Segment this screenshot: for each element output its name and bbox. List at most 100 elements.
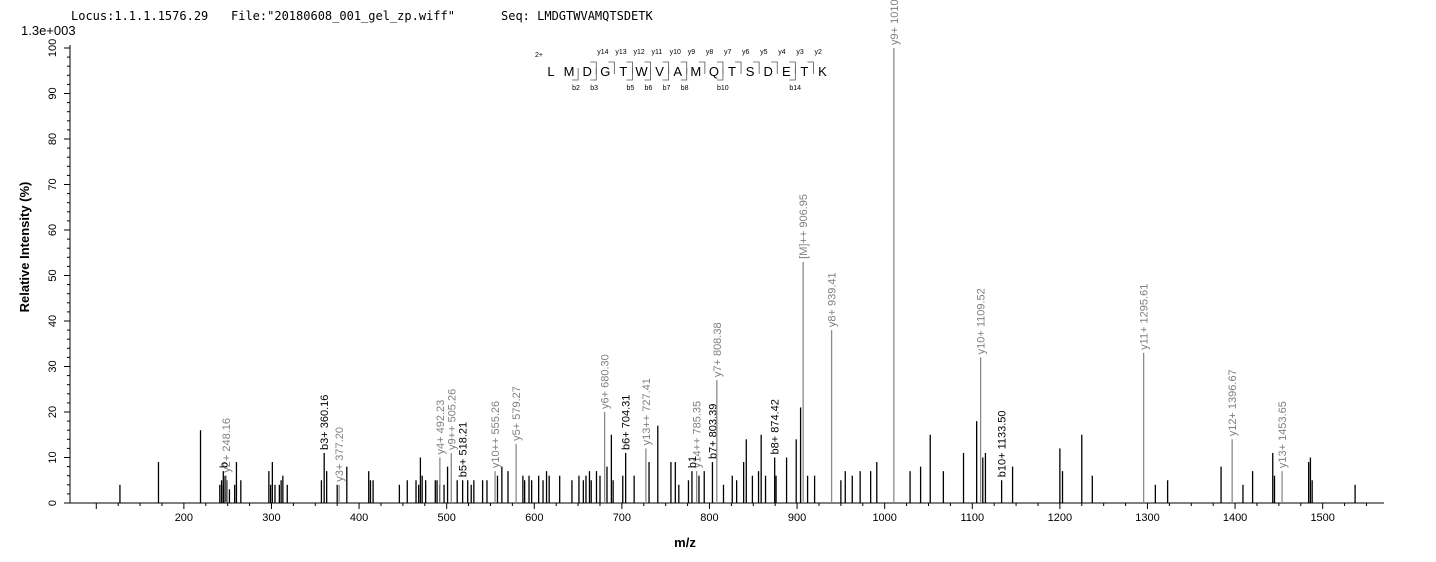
- peak-label: y10++ 555.26: [490, 401, 502, 468]
- y-ion-label: y13: [615, 49, 626, 56]
- b-ion-label: b6: [645, 85, 653, 92]
- residue-letter: Q: [709, 64, 719, 79]
- y-ion-label: y8: [706, 49, 714, 56]
- x-tick-label: 900: [788, 512, 806, 524]
- residue-letter: M: [690, 64, 701, 79]
- residue-letter: V: [655, 64, 664, 79]
- peak-label: y9++ 505.26: [446, 389, 458, 450]
- b-ion-bracket: [590, 68, 597, 81]
- y-ion-label: y3: [796, 49, 804, 56]
- residue-letter: K: [818, 64, 827, 79]
- peak-label: y4+ 492.23: [435, 400, 447, 455]
- b-ion-bracket: [789, 68, 796, 81]
- y-ion-label: y12: [633, 49, 644, 56]
- residue-letter: D: [583, 64, 592, 79]
- b-ion-bracket: [716, 68, 724, 81]
- x-tick-label: 700: [613, 512, 631, 524]
- y-ion-bracket: [608, 61, 615, 74]
- x-tick-label: 400: [350, 512, 368, 524]
- peak-label: y6+ 680.30: [600, 354, 612, 409]
- x-tick-label: 1200: [1048, 512, 1072, 524]
- peak-label: y14++ 785.35: [692, 401, 704, 468]
- peak-label: b8+ 874.42: [770, 399, 782, 454]
- b-ion-label: b2: [572, 85, 580, 92]
- b-ion-label: b7: [663, 85, 671, 92]
- y-tick-label: 80: [47, 133, 59, 145]
- residue-letter: E: [782, 64, 791, 79]
- y-ion-label: y5: [760, 49, 768, 56]
- peak-label: b6+ 704.31: [621, 395, 633, 450]
- b-ion-label: b5: [626, 85, 634, 92]
- locus-text: Locus:1.1.1.1576.29: [71, 9, 208, 23]
- sequence-header-text: Seq: LMDGTWVAMQTSDETK: [501, 9, 653, 23]
- file-text: File:"20180608_001_gel_zp.wiff": [231, 9, 455, 23]
- b-ion-bracket: [626, 68, 633, 81]
- y-ion-label: y6: [742, 49, 750, 56]
- residue-letter: W: [635, 64, 648, 79]
- x-tick-label: 200: [175, 512, 193, 524]
- peak-label: y2+ 248.16: [221, 418, 233, 473]
- peak-label: y8+ 939.41: [827, 272, 839, 327]
- x-tick-label: 1100: [960, 512, 984, 524]
- peak-label: y3+ 377.20: [334, 427, 346, 482]
- peak-label: b7+ 803.39: [707, 404, 719, 459]
- x-axis-title: m/z: [674, 535, 696, 550]
- residue-letter: D: [764, 64, 773, 79]
- residue-letter: A: [673, 64, 682, 79]
- axes: 200 300 400 500 600 700 800 900 1000 1100 1200 1300…: [47, 39, 1384, 524]
- residue-letter: G: [600, 64, 610, 79]
- residue-letter: T: [728, 64, 736, 79]
- b-ion-label: b10: [717, 85, 729, 92]
- y-tick-label: 50: [47, 269, 59, 281]
- x-tick-label: 800: [700, 512, 718, 524]
- b-ion-label: b8: [681, 85, 689, 92]
- y-tick-label: 70: [47, 178, 59, 190]
- peak-label: y12+ 1396.67: [1227, 369, 1239, 436]
- peak-label: y9+ 1010.45: [889, 0, 901, 45]
- y-tick-label: 0: [47, 500, 59, 506]
- x-tick-label: 1500: [1310, 512, 1334, 524]
- y-tick-label: 40: [47, 315, 59, 327]
- peak-label: b: [218, 462, 230, 468]
- charge-label: 2+: [535, 52, 543, 59]
- y-ion-label: y10: [670, 49, 681, 56]
- y-ion-bracket: [698, 61, 706, 74]
- y-tick-label: 30: [47, 360, 59, 372]
- peak-label: y13++ 727.41: [641, 378, 653, 445]
- peak-label: b3+ 360.16: [319, 395, 331, 450]
- b-ion-bracket: [572, 68, 579, 81]
- b-ion-label: b3: [590, 85, 598, 92]
- peak-label: y13+ 1453.65: [1277, 401, 1289, 468]
- b-ion-bracket: [662, 68, 670, 81]
- y-ion-label: y4: [778, 49, 786, 56]
- y-ion-bracket: [735, 61, 742, 74]
- residue-letter: M: [564, 64, 575, 79]
- residue-letter: L: [547, 64, 554, 79]
- peak-label: [M]++ 906.95: [798, 194, 810, 259]
- intensity-scale-label: 1.3e+003: [21, 23, 76, 38]
- y-axis-title: Relative Intensity (%): [17, 182, 32, 313]
- y-tick-label: 90: [47, 87, 59, 99]
- peak-label: b10+ 1133.50: [997, 410, 1009, 477]
- peak-label: y7+ 808.38: [712, 322, 724, 377]
- x-tick-label: 1000: [872, 512, 896, 524]
- y-tick-label: 20: [47, 406, 59, 418]
- y-tick-label: 60: [47, 224, 59, 236]
- x-tick-label: 600: [525, 512, 543, 524]
- y-tick-label: 10: [47, 451, 59, 463]
- x-tick-label: 500: [438, 512, 456, 524]
- y-ion-label: y14: [597, 49, 608, 56]
- y-ion-label: y11: [652, 49, 663, 56]
- x-tick-label: 300: [262, 512, 280, 524]
- y-ion-bracket: [753, 61, 760, 74]
- peak-label: y10+ 1109.52: [976, 288, 988, 354]
- y-ion-bracket: [771, 61, 778, 74]
- x-tick-label: 1400: [1223, 512, 1247, 524]
- peak-label: b5+ 518.21: [458, 422, 470, 477]
- b-ion-bracket: [644, 68, 651, 81]
- y-tick-label: 100: [47, 39, 59, 57]
- y-ion-bracket: [807, 61, 814, 74]
- peak-label: y5+ 579.27: [511, 386, 523, 441]
